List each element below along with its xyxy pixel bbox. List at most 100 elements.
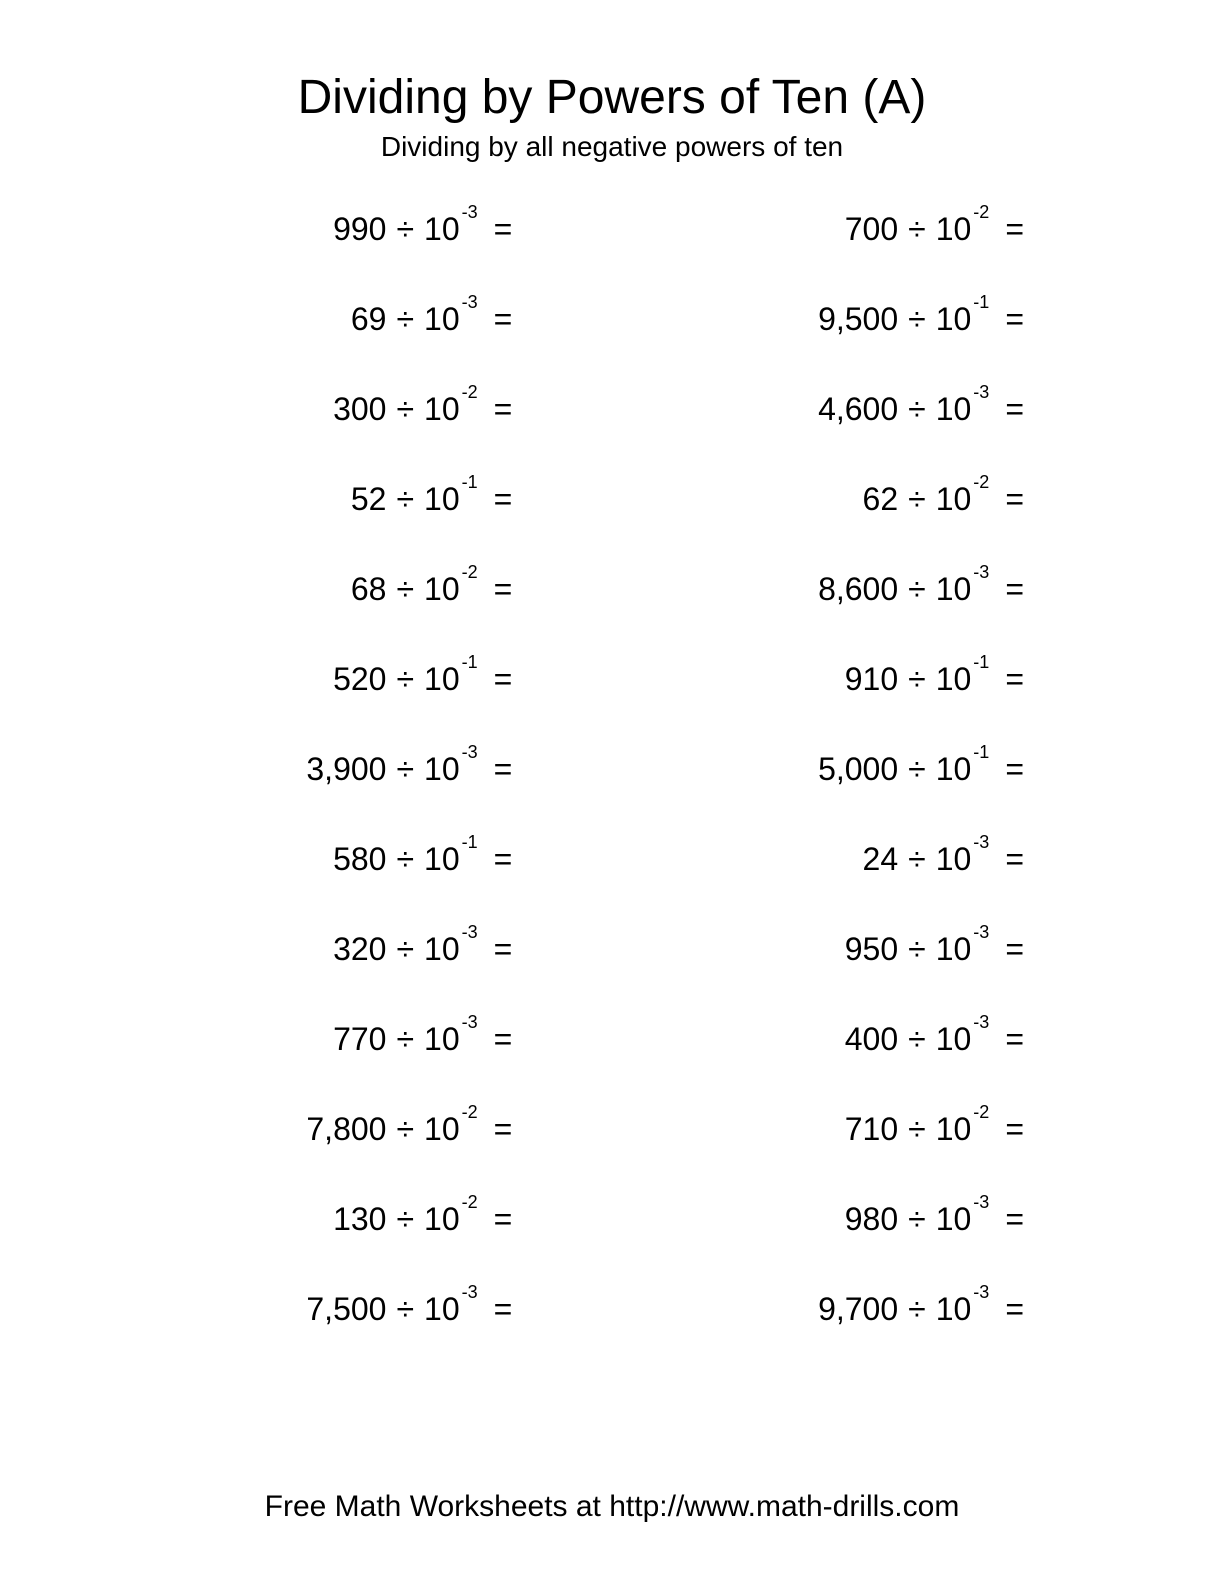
- exponent: -3: [460, 1013, 484, 1031]
- equals-sign: =: [484, 1293, 513, 1325]
- equals-sign: =: [995, 573, 1024, 605]
- exponent: -3: [460, 743, 484, 761]
- divide-operator: ÷: [898, 1023, 936, 1055]
- base-ten: 10: [936, 843, 972, 875]
- problem-row: 69÷10-3=: [120, 303, 592, 393]
- divide-operator: ÷: [386, 933, 424, 965]
- dividend: 24: [798, 843, 898, 875]
- exponent: -1: [971, 743, 995, 761]
- exponent: -1: [971, 293, 995, 311]
- base-ten: 10: [936, 1203, 972, 1235]
- dividend: 910: [798, 663, 898, 695]
- dividend: 300: [286, 393, 386, 425]
- divide-operator: ÷: [898, 393, 936, 425]
- problem-row: 320÷10-3=: [120, 933, 592, 1023]
- exponent: -1: [971, 653, 995, 671]
- problem-row: 520÷10-1=: [120, 663, 592, 753]
- exponent: -3: [971, 833, 995, 851]
- base-ten: 10: [936, 573, 972, 605]
- equals-sign: =: [995, 393, 1024, 425]
- dividend: 8,600: [798, 573, 898, 605]
- divide-operator: ÷: [386, 1203, 424, 1235]
- problem-row: 9,700÷10-3=: [632, 1293, 1104, 1383]
- equals-sign: =: [995, 213, 1024, 245]
- dividend: 710: [798, 1113, 898, 1145]
- base-ten: 10: [936, 213, 972, 245]
- equals-sign: =: [484, 1023, 513, 1055]
- dividend: 400: [798, 1023, 898, 1055]
- exponent: -2: [460, 383, 484, 401]
- base-ten: 10: [936, 753, 972, 785]
- equals-sign: =: [484, 1113, 513, 1145]
- base-ten: 10: [936, 393, 972, 425]
- footer-text: Free Math Worksheets at http://www.math-…: [100, 1490, 1124, 1524]
- dividend: 580: [286, 843, 386, 875]
- exponent: -1: [460, 833, 484, 851]
- problem-row: 24÷10-3=: [632, 843, 1104, 933]
- base-ten: 10: [424, 303, 460, 335]
- dividend: 7,500: [286, 1293, 386, 1325]
- base-ten: 10: [936, 663, 972, 695]
- exponent: -3: [971, 1013, 995, 1031]
- problem-row: 300÷10-2=: [120, 393, 592, 483]
- equals-sign: =: [995, 1113, 1024, 1145]
- dividend: 9,700: [798, 1293, 898, 1325]
- equals-sign: =: [484, 663, 513, 695]
- problem-row: 5,000÷10-1=: [632, 753, 1104, 843]
- dividend: 69: [286, 303, 386, 335]
- base-ten: 10: [424, 393, 460, 425]
- exponent: -3: [971, 563, 995, 581]
- problem-row: 990÷10-3=: [120, 213, 592, 303]
- base-ten: 10: [424, 1113, 460, 1145]
- problems-container: 990÷10-3=69÷10-3=300÷10-2=52÷10-1=68÷10-…: [100, 213, 1124, 1450]
- problem-row: 68÷10-2=: [120, 573, 592, 663]
- base-ten: 10: [424, 843, 460, 875]
- dividend: 4,600: [798, 393, 898, 425]
- base-ten: 10: [424, 483, 460, 515]
- left-column: 990÷10-3=69÷10-3=300÷10-2=52÷10-1=68÷10-…: [120, 213, 592, 1450]
- divide-operator: ÷: [386, 213, 424, 245]
- equals-sign: =: [484, 483, 513, 515]
- problem-row: 130÷10-2=: [120, 1203, 592, 1293]
- page-subtitle: Dividing by all negative powers of ten: [100, 131, 1124, 163]
- divide-operator: ÷: [898, 1113, 936, 1145]
- base-ten: 10: [936, 933, 972, 965]
- dividend: 130: [286, 1203, 386, 1235]
- problem-row: 950÷10-3=: [632, 933, 1104, 1023]
- base-ten: 10: [424, 753, 460, 785]
- exponent: -3: [460, 923, 484, 941]
- equals-sign: =: [995, 1293, 1024, 1325]
- problem-row: 710÷10-2=: [632, 1113, 1104, 1203]
- equals-sign: =: [995, 933, 1024, 965]
- exponent: -2: [971, 1103, 995, 1121]
- problem-row: 3,900÷10-3=: [120, 753, 592, 843]
- divide-operator: ÷: [386, 843, 424, 875]
- problem-row: 7,500÷10-3=: [120, 1293, 592, 1383]
- problem-row: 8,600÷10-3=: [632, 573, 1104, 663]
- dividend: 700: [798, 213, 898, 245]
- base-ten: 10: [936, 1023, 972, 1055]
- divide-operator: ÷: [386, 1293, 424, 1325]
- problem-row: 62÷10-2=: [632, 483, 1104, 573]
- divide-operator: ÷: [386, 303, 424, 335]
- dividend: 320: [286, 933, 386, 965]
- exponent: -1: [460, 653, 484, 671]
- equals-sign: =: [995, 843, 1024, 875]
- problem-row: 580÷10-1=: [120, 843, 592, 933]
- problem-row: 7,800÷10-2=: [120, 1113, 592, 1203]
- exponent: -2: [460, 1103, 484, 1121]
- problem-row: 700÷10-2=: [632, 213, 1104, 303]
- dividend: 3,900: [286, 753, 386, 785]
- base-ten: 10: [936, 1293, 972, 1325]
- dividend: 9,500: [798, 303, 898, 335]
- dividend: 52: [286, 483, 386, 515]
- exponent: -3: [971, 1283, 995, 1301]
- page-title: Dividing by Powers of Ten (A): [100, 70, 1124, 125]
- equals-sign: =: [484, 933, 513, 965]
- exponent: -3: [460, 1283, 484, 1301]
- divide-operator: ÷: [898, 843, 936, 875]
- dividend: 62: [798, 483, 898, 515]
- base-ten: 10: [424, 933, 460, 965]
- base-ten: 10: [936, 1113, 972, 1145]
- equals-sign: =: [484, 303, 513, 335]
